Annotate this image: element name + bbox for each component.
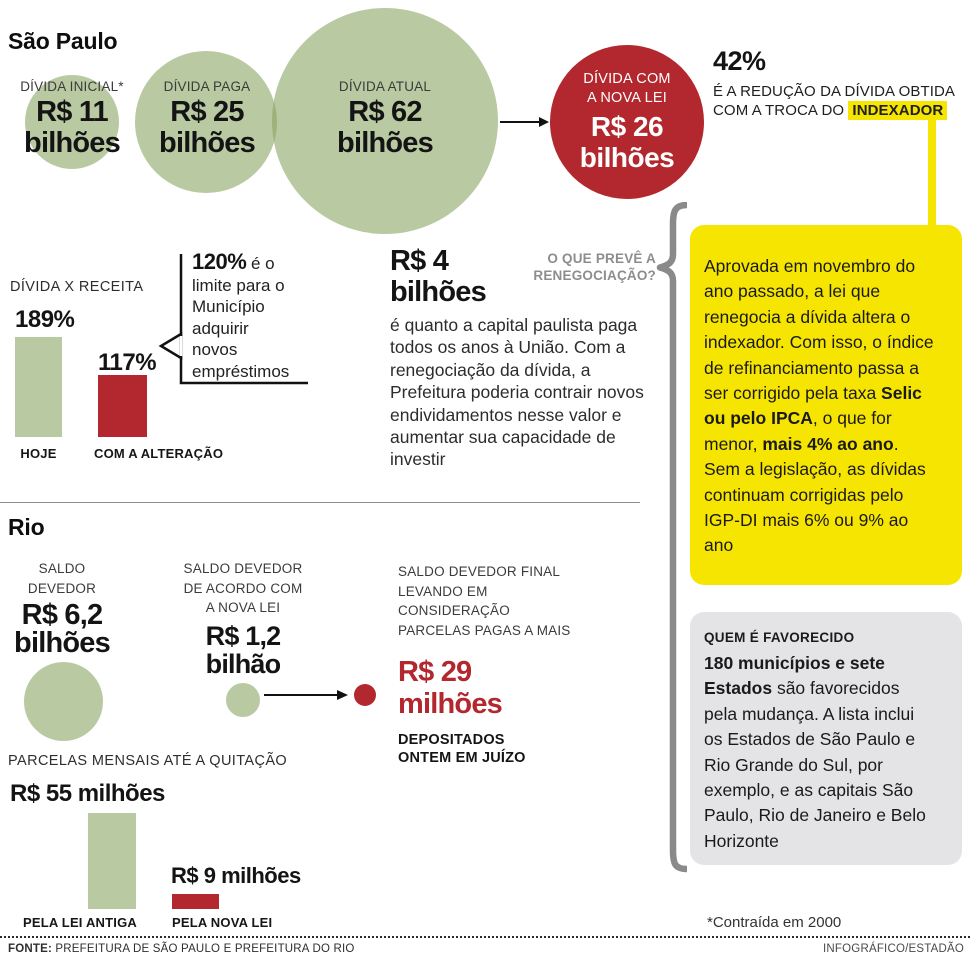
section-divider	[0, 502, 640, 503]
footer-dotted-rule	[0, 936, 970, 938]
bubble-value: R$ 62	[348, 96, 422, 128]
brace-icon	[656, 202, 688, 873]
bubble-value: R$ 26	[590, 111, 664, 142]
beneficiaries-bold: 180 municípios e sete Estados	[704, 653, 885, 699]
beneficiaries-text: são favorecidos pela mudança. A lista in…	[704, 678, 926, 851]
bubble-text-divida-atual: DÍVIDA ATUAL R$ 62 bilhões	[317, 79, 453, 159]
r4-value: R$ 4	[390, 245, 449, 277]
source-line: FONTE: PREFEITURA DE SÃO PAULO E PREFEIT…	[8, 943, 355, 955]
bubble-text-divida-nova-lei: DÍVIDA COM A NOVA LEI R$ 26 bilhões	[557, 70, 697, 173]
divida-receita-title: DÍVIDA X RECEITA	[10, 279, 144, 295]
label-line: CONSIDERAÇÃO	[398, 603, 510, 618]
reduction-line2-prefix: COM A TROCA DO	[713, 101, 849, 119]
rio-title: Rio	[8, 514, 45, 540]
reduction-line1: É A REDUÇÃO DA DÍVIDA OBTIDA	[713, 83, 956, 100]
explainer-text-1: Aprovada em novembro do ano passado, a l…	[704, 256, 934, 404]
bar-alteracao-label: COM A ALTERAÇÃO	[94, 446, 224, 461]
unit: bilhão	[205, 648, 282, 679]
bar-hoje-label: HOJE	[20, 446, 57, 461]
bubble-value: R$ 25	[170, 96, 244, 128]
label-line: A NOVA LEI	[205, 600, 281, 615]
rio-saldo-nova-lei: SALDO DEVEDOR DE ACORDO COM A NOVA LEI R…	[178, 559, 308, 678]
reduction-block: 42% É A REDUÇÃO DA DÍVIDA OBTIDA COM A T…	[713, 46, 970, 120]
bubble-divida-inicial	[25, 75, 119, 169]
bubble-label: DÍVIDA PAGA	[163, 79, 251, 94]
bar-hoje-value: 189%	[15, 306, 75, 333]
bubble-label: DÍVIDA INICIAL*	[20, 79, 124, 94]
label-line: SALDO	[38, 561, 86, 576]
parcelas-title: PARCELAS MENSAIS ATÉ A QUITAÇÃO	[8, 753, 288, 769]
bubble-unit: bilhões	[159, 127, 256, 159]
sub-line2: ONTEM EM JUÍZO	[398, 749, 526, 766]
sao-paulo-title: São Paulo	[8, 28, 118, 54]
bubble-unit: bilhões	[24, 127, 121, 159]
bubble-divida-nova-lei	[550, 45, 704, 199]
explainer-text-3: . Sem a legislação, as dívidas continuam…	[704, 433, 926, 556]
bar-lei-antiga-label: PELA LEI ANTIGA	[23, 915, 137, 930]
bar-alteracao	[98, 375, 147, 437]
bubble-divida-paga	[135, 51, 277, 193]
label-line: DEVEDOR	[27, 580, 97, 596]
rio-saldo-devedor: SALDO DEVEDOR R$ 6,2 bilhões	[6, 559, 118, 659]
question-line1: O QUE PREVÊ A	[547, 251, 656, 266]
bubble-text-divida-inicial: DÍVIDA INICIAL* R$ 11 bilhões	[4, 79, 140, 159]
limit-rest: é o limite para o Município adquirir nov…	[192, 254, 290, 381]
unit: bilhões	[14, 627, 111, 659]
source-text: PREFEITURA DE SÃO PAULO E PREFEITURA DO …	[52, 943, 355, 955]
bubble-label-line1: DÍVIDA COM	[583, 71, 671, 87]
yellow-connector-line	[928, 120, 936, 230]
unit: milhões	[398, 688, 503, 720]
bar-nova-lei	[172, 894, 219, 909]
value: R$ 29	[398, 656, 472, 688]
value: R$ 1,2	[205, 620, 282, 651]
limit-callout-bracket	[158, 254, 308, 385]
arrow-right-icon	[264, 690, 348, 700]
renegotiation-question: O QUE PREVÊ A RENEGOCIAÇÃO?	[520, 250, 656, 284]
parcelas-bar2-value: R$ 9 milhões	[171, 863, 301, 888]
bubble-unit: bilhões	[579, 142, 675, 173]
label-line: SALDO DEVEDOR	[183, 561, 303, 576]
bubble-label: DÍVIDA ATUAL	[338, 79, 432, 94]
reduction-percent: 42%	[713, 46, 766, 76]
question-line2: RENEGOCIAÇÃO?	[533, 268, 656, 283]
parcelas-bar1-value: R$ 55 milhões	[10, 780, 165, 807]
indexador-highlight: INDEXADOR	[848, 100, 948, 120]
bar-nova-lei-label: PELA NOVA LEI	[172, 915, 273, 930]
final-value: R$ 29 milhões	[398, 656, 608, 720]
label-line: SALDO DEVEDOR FINAL	[398, 564, 561, 579]
footnote: *Contraída em 2000	[707, 914, 842, 931]
r4-unit: bilhões	[390, 276, 487, 308]
explainer-text-2: , o que for menor,	[704, 408, 892, 454]
r4-paragraph: é quanto a capital paulista paga todos o…	[390, 315, 644, 470]
bubble-rio-nova-lei	[226, 683, 260, 717]
bubble-text-divida-paga: DÍVIDA PAGA R$ 25 bilhões	[139, 79, 275, 159]
final-amount-dot	[354, 684, 376, 706]
explainer-bold-1: Selic ou pelo IPCA	[704, 383, 922, 429]
rio-saldo-final: SALDO DEVEDOR FINAL LEVANDO EM CONSIDERA…	[398, 562, 608, 767]
beneficiaries-box: QUEM É FAVORECIDO 180 municípios e sete …	[690, 612, 962, 865]
bubble-rio-saldo	[24, 662, 103, 741]
limit-percent: 120%	[192, 249, 247, 274]
bar-lei-antiga	[88, 813, 136, 909]
source-label: FONTE:	[8, 943, 52, 955]
bubble-divida-atual	[272, 8, 498, 234]
label-line: DE ACORDO COM	[183, 580, 303, 596]
credit-line: INFOGRÁFICO/ESTADÃO	[823, 943, 964, 955]
value: R$ 6,2	[21, 599, 103, 631]
sub-line1: DEPOSITADOS	[398, 732, 505, 748]
arrow-right-icon	[500, 117, 549, 127]
label-line: LEVANDO EM	[398, 583, 488, 599]
limit-callout-text: 120% é o limite para o Município adquiri…	[192, 251, 292, 382]
beneficiaries-heading: QUEM É FAVORECIDO	[704, 630, 855, 645]
r4-block: R$ 4 bilhões é quanto a capital paulista…	[390, 246, 652, 471]
explainer-bold-2: mais 4% ao ano	[762, 433, 894, 454]
label-line: PARCELAS PAGAS A MAIS	[398, 622, 571, 638]
bubble-label-line2: A NOVA LEI	[587, 90, 667, 106]
bubble-value: R$ 11	[36, 96, 109, 128]
bubble-unit: bilhões	[337, 127, 434, 159]
bar-hoje	[15, 337, 62, 437]
bar-alteracao-value: 117%	[98, 349, 157, 376]
law-explainer-box: Aprovada em novembro do ano passado, a l…	[690, 225, 962, 585]
